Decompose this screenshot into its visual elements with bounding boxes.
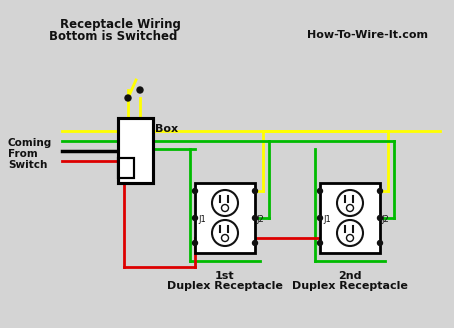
Circle shape [317,215,322,220]
Text: Bottom is Switched: Bottom is Switched [49,30,177,43]
Text: 2nd: 2nd [338,271,362,281]
Text: Duplex Receptacle: Duplex Receptacle [292,281,408,291]
Bar [320,183,380,253]
Circle shape [337,190,363,216]
Text: J2: J2 [256,215,264,224]
Bar [118,158,134,178]
Text: J2: J2 [381,215,389,224]
Circle shape [212,220,238,246]
Circle shape [317,189,322,194]
Circle shape [377,189,383,194]
Circle shape [346,235,354,241]
Text: Duplex Receptacle: Duplex Receptacle [167,281,283,291]
Text: Box: Box [155,124,178,134]
Circle shape [252,240,257,245]
Circle shape [125,95,131,101]
Bar [118,118,153,183]
Circle shape [212,190,238,216]
Bar [195,183,255,253]
Circle shape [377,215,383,220]
Text: 1st: 1st [215,271,235,281]
Text: Coming: Coming [8,138,52,148]
Circle shape [192,215,197,220]
Circle shape [192,189,197,194]
Bar [118,118,153,183]
Text: Receptacle Wiring: Receptacle Wiring [59,18,180,31]
Circle shape [222,235,228,241]
Text: J1: J1 [323,215,331,224]
Text: How-To-Wire-It.com: How-To-Wire-It.com [307,30,429,40]
Bar [118,158,134,178]
Text: From: From [8,149,38,159]
Circle shape [252,189,257,194]
Circle shape [337,220,363,246]
Circle shape [317,240,322,245]
Text: J1: J1 [198,215,206,224]
Circle shape [252,215,257,220]
Circle shape [222,204,228,212]
Circle shape [192,240,197,245]
Text: Switch: Switch [8,160,47,170]
Circle shape [377,240,383,245]
Circle shape [137,87,143,93]
Circle shape [346,204,354,212]
